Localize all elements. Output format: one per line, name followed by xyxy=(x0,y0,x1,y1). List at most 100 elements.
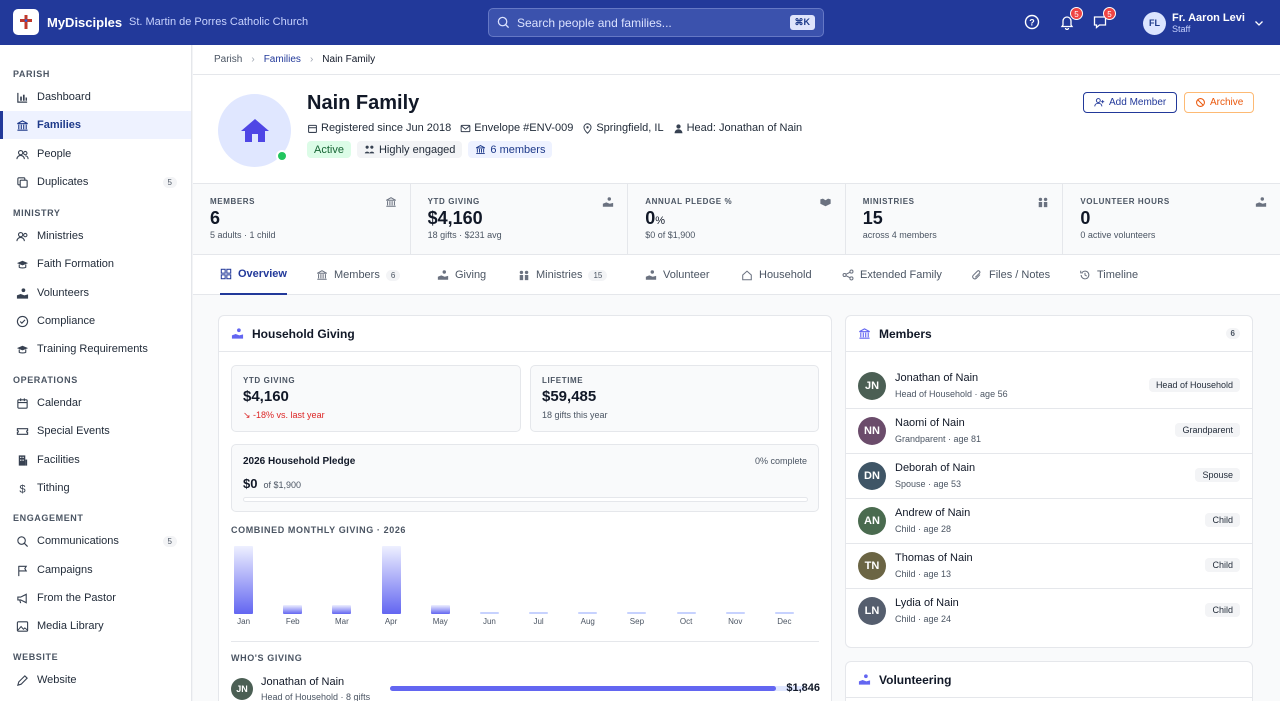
chart-bar-dec[interactable] xyxy=(774,612,794,614)
kpi-sub: 18 gifts · $231 avg xyxy=(427,230,502,240)
chart-bar-jan[interactable] xyxy=(234,546,254,614)
kpi-label: MINISTRIES xyxy=(862,197,915,206)
archive-button[interactable]: Archive xyxy=(1184,92,1255,113)
sidebar-item-media-library[interactable]: Media Library xyxy=(0,612,191,640)
sidebar-item-volunteers[interactable]: Volunteers xyxy=(0,279,191,307)
tab-members[interactable]: Members 6 xyxy=(316,255,401,295)
svg-text:$: $ xyxy=(19,483,26,494)
member-sub: Child · age 28 xyxy=(895,524,952,534)
breadcrumb-families[interactable]: Families xyxy=(263,54,301,65)
list-item[interactable]: LN Lydia of Nain Child · age 24 Child xyxy=(846,589,1252,634)
giver-amount: $1,846 xyxy=(786,682,820,694)
sidebar-item-calendar[interactable]: Calendar xyxy=(0,389,191,417)
hand-heart-icon xyxy=(645,270,657,280)
graduation-cap-icon xyxy=(16,260,29,269)
tab-volunteer[interactable]: Volunteer xyxy=(645,255,709,295)
chart-x-label: Sep xyxy=(629,617,645,626)
monthly-giving-chart xyxy=(231,546,821,614)
help-icon[interactable]: ? xyxy=(1023,13,1041,31)
role-badge: Spouse xyxy=(1195,468,1240,482)
search-placeholder: Search people and families... xyxy=(517,15,672,30)
tab-label: Files / Notes xyxy=(989,269,1051,281)
sidebar-item-label: Duplicates xyxy=(37,176,89,188)
list-item[interactable]: AN Andrew of Nain Child · age 28 Child xyxy=(846,499,1252,544)
chart-bar-aug[interactable] xyxy=(578,612,598,614)
sidebar-item-campaigns[interactable]: Campaigns xyxy=(0,556,191,584)
tab-timeline[interactable]: Timeline xyxy=(1079,255,1138,295)
kpi-value: 6 xyxy=(210,208,221,228)
giver-row[interactable]: JN Jonathan of Nain Head of Household · … xyxy=(219,671,831,701)
chart-bar-sep[interactable] xyxy=(627,612,647,614)
chart-bar-oct[interactable] xyxy=(676,612,696,614)
hand-coin-icon xyxy=(437,270,449,280)
sidebar-item-duplicates[interactable]: Duplicates 5 xyxy=(0,168,191,196)
section-website: WEBSITE xyxy=(13,652,59,662)
list-item[interactable]: NN Naomi of Nain Grandparent · age 81 Grand… xyxy=(846,409,1252,454)
sidebar-item-label: Dashboard xyxy=(37,91,91,103)
institution-icon xyxy=(17,119,28,131)
app-name[interactable]: MyDisciples xyxy=(47,15,123,30)
avatar: TN xyxy=(858,552,886,580)
app-logo[interactable] xyxy=(13,9,39,35)
sidebar-item-faith-formation[interactable]: Faith Formation xyxy=(0,250,191,278)
chart-bar-jul[interactable] xyxy=(529,612,549,614)
sidebar-item-communications[interactable]: Communications 5 xyxy=(0,527,191,555)
member-name: Andrew of Nain xyxy=(895,507,971,519)
tab-giving[interactable]: Giving xyxy=(437,255,486,295)
list-item[interactable]: TN Thomas of Nain Child · age 13 Child xyxy=(846,544,1252,589)
sidebar-item-label: Tithing xyxy=(37,482,70,494)
chat-icon[interactable]: 5 xyxy=(1091,7,1116,31)
sidebar-item-special-events[interactable]: Special Events xyxy=(0,417,191,445)
sidebar-item-dashboard[interactable]: Dashboard xyxy=(0,83,191,111)
chart-bar-jun[interactable] xyxy=(479,612,499,614)
tab-overview[interactable]: Overview xyxy=(220,255,287,295)
member-sub: Grandparent · age 81 xyxy=(895,434,982,444)
sidebar-item-training[interactable]: Training Requirements xyxy=(0,335,191,363)
sidebar-item-label: Calendar xyxy=(37,397,82,409)
chart-bar-nov[interactable] xyxy=(725,612,745,614)
breadcrumb-parish[interactable]: Parish xyxy=(214,54,243,65)
tab-household[interactable]: Household xyxy=(741,255,812,295)
role-badge: Child xyxy=(1205,513,1240,527)
tab-ministries[interactable]: Ministries 15 xyxy=(518,255,608,295)
sidebar-item-label: People xyxy=(37,148,72,160)
sidebar-item-people[interactable]: People xyxy=(0,140,191,168)
avatar: FL xyxy=(1143,11,1166,35)
search-input[interactable]: Search people and families... ⌘K xyxy=(488,8,824,37)
bell-icon[interactable]: 5 xyxy=(1058,7,1083,31)
sidebar-item-from-the-pastor[interactable]: From the Pastor xyxy=(0,584,191,612)
ytd-giving-box: YTD GIVING $4,160 ↘ -18% vs. last year xyxy=(231,365,521,432)
sidebar-item-families[interactable]: Families xyxy=(0,111,191,139)
sidebar-item-compliance[interactable]: Compliance xyxy=(0,307,191,335)
user-plus-icon xyxy=(1094,98,1105,107)
chart-bar-may[interactable] xyxy=(430,605,450,614)
avatar: LN xyxy=(858,597,886,625)
sidebar-item-tithing[interactable]: $ Tithing xyxy=(0,474,191,502)
tab-files-notes[interactable]: Files / Notes xyxy=(971,255,1050,295)
section-engagement: ENGAGEMENT xyxy=(13,513,84,523)
list-item[interactable]: DN Deborah of Nain Spouse · age 53 Spouse xyxy=(846,454,1252,499)
sidebar: PARISH Dashboard Families People Duplica… xyxy=(0,45,192,701)
member-name: Naomi of Nain xyxy=(895,417,965,429)
giver-name: Jonathan of Nain xyxy=(261,676,345,688)
chart-bar-feb[interactable] xyxy=(283,605,303,614)
sidebar-item-facilities[interactable]: Facilities xyxy=(0,446,191,474)
chart-bar-mar[interactable] xyxy=(332,605,352,614)
box-label: YTD GIVING xyxy=(243,376,296,385)
members-badge[interactable]: 6 members xyxy=(468,141,553,158)
sidebar-item-label: Facilities xyxy=(37,454,80,466)
section-operations: OPERATIONS xyxy=(13,375,78,385)
sidebar-item-label: Faith Formation xyxy=(37,258,115,270)
kpi-value: 0 xyxy=(1080,208,1091,228)
chart-bar-apr[interactable] xyxy=(381,546,401,614)
sidebar-item-ministries[interactable]: Ministries xyxy=(0,222,191,250)
list-item[interactable]: JN Jonathan of Nain Head of Household · ag… xyxy=(846,364,1252,409)
sidebar-item-label: From the Pastor xyxy=(37,592,116,604)
member-name: Thomas of Nain xyxy=(895,552,973,564)
chart-x-label: Jun xyxy=(482,617,496,626)
add-member-button[interactable]: Add Member xyxy=(1083,92,1178,113)
image-icon xyxy=(16,620,29,632)
sidebar-item-website[interactable]: Website xyxy=(0,666,191,694)
user-menu[interactable]: FL Fr. Aaron Levi Staff xyxy=(1143,11,1265,35)
tab-extended-family[interactable]: Extended Family xyxy=(842,255,942,295)
